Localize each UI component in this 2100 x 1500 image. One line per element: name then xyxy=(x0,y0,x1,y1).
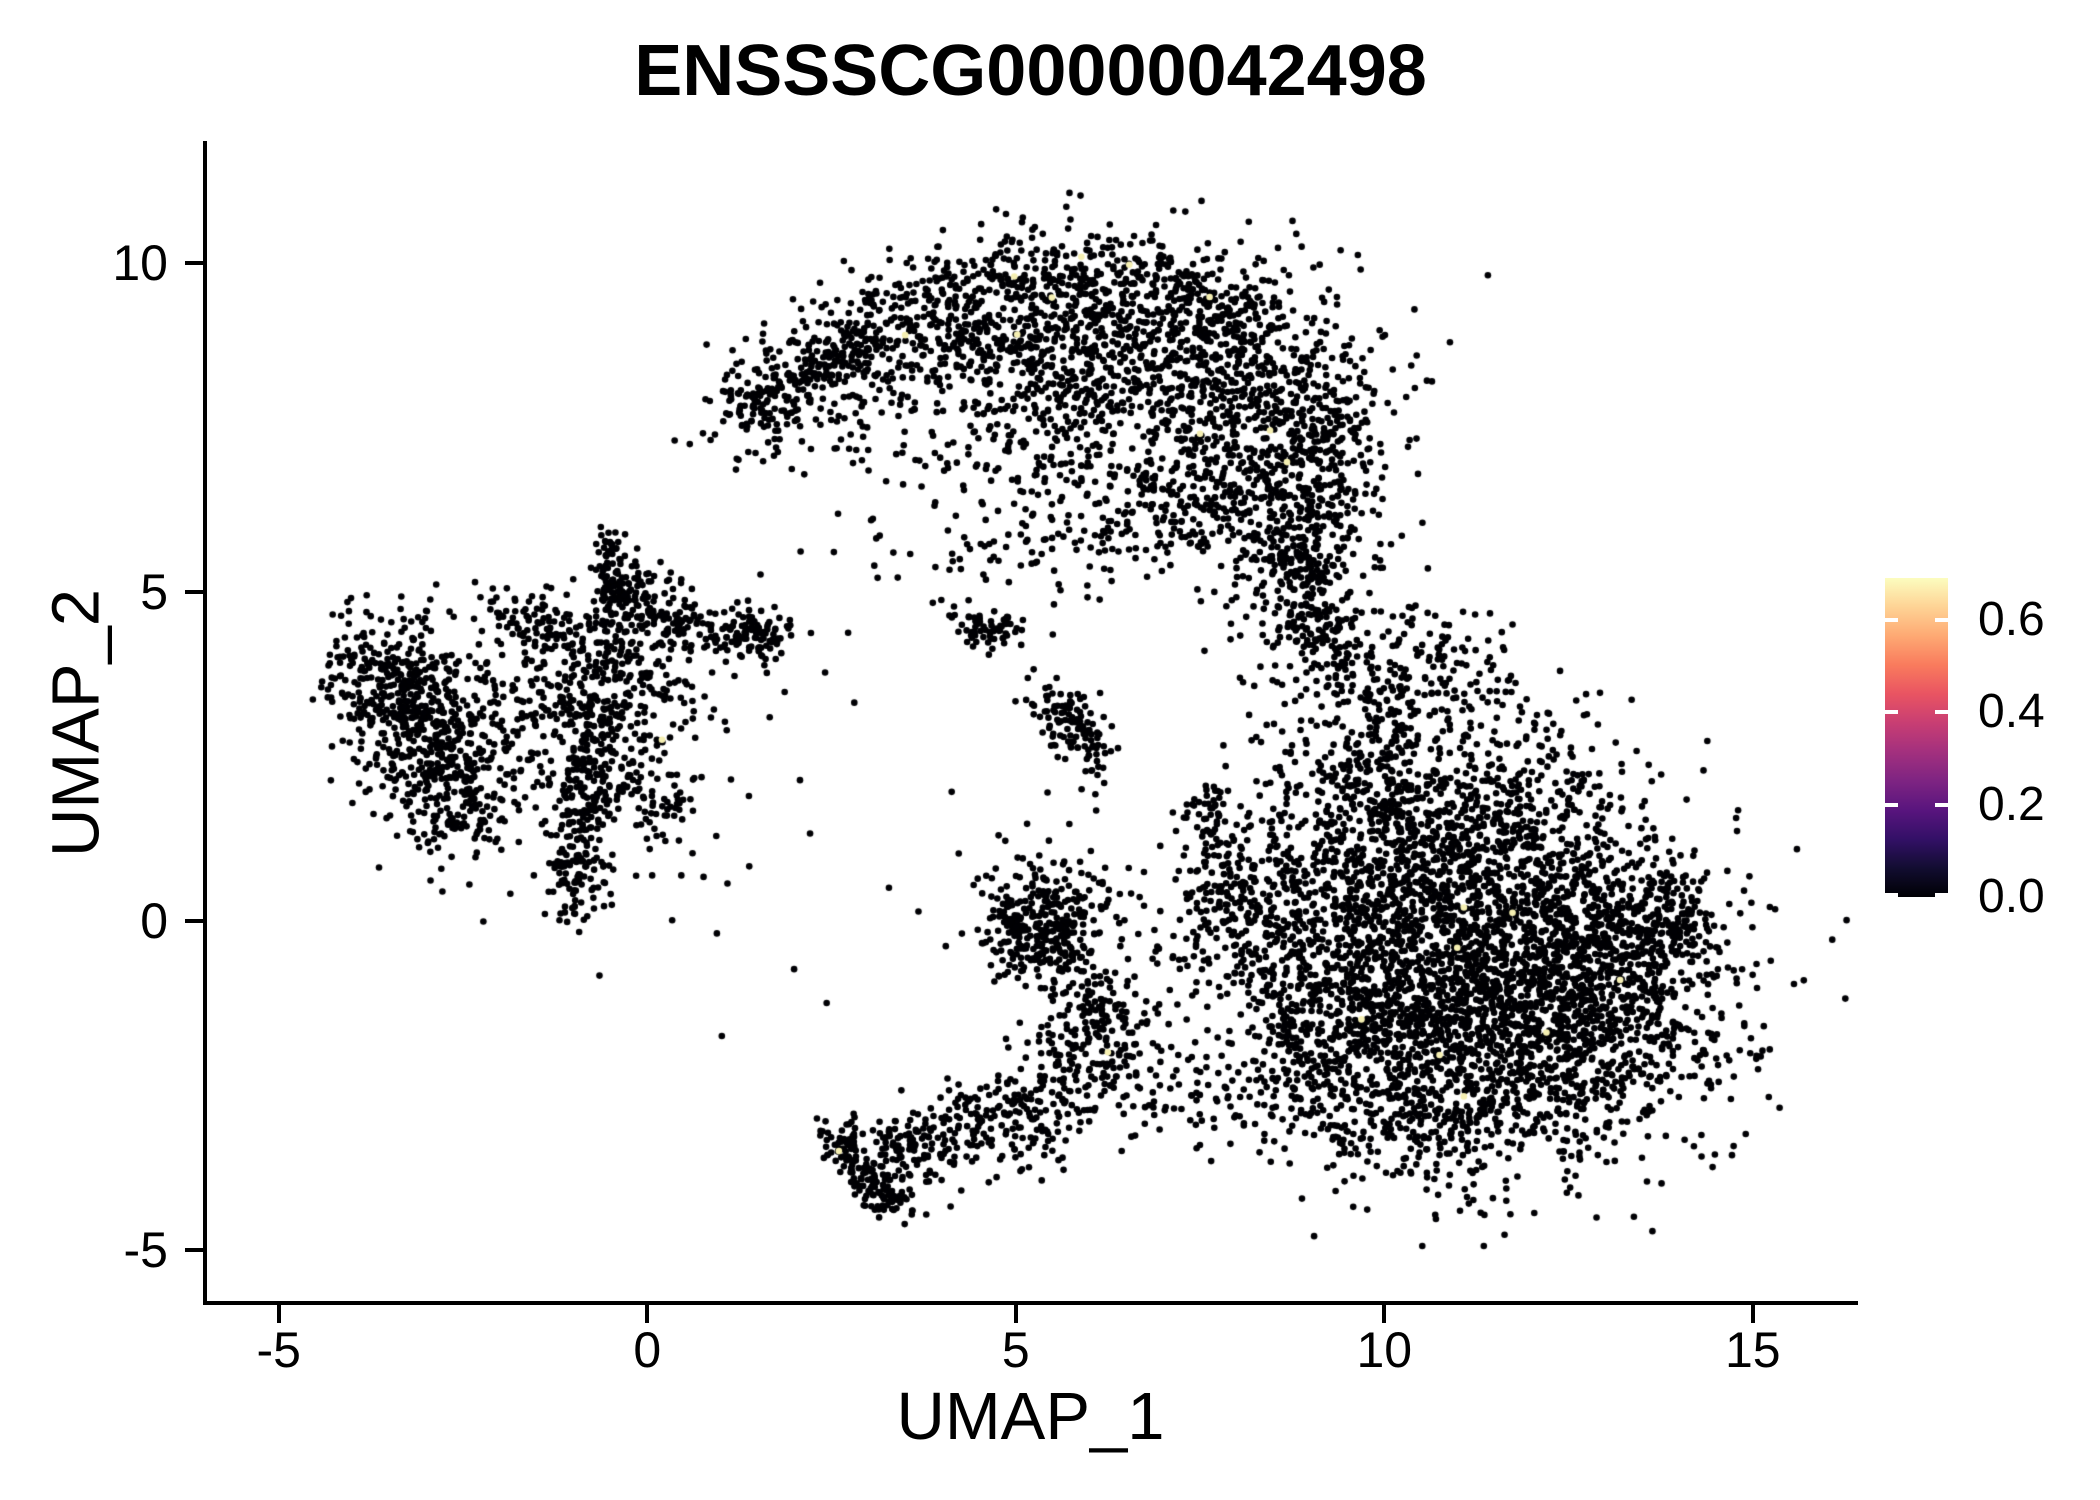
y-tick-label: 5 xyxy=(140,563,168,620)
y-tick-mark xyxy=(185,589,203,594)
legend-tick-mark xyxy=(1935,802,1948,807)
x-tick-label: 5 xyxy=(1001,1322,1030,1378)
x-tick-label: -5 xyxy=(256,1322,301,1378)
x-tick-mark xyxy=(1013,1305,1018,1323)
x-tick-mark xyxy=(1382,1305,1387,1323)
x-axis-line xyxy=(203,1301,1858,1305)
x-axis-title: UMAP_1 xyxy=(896,1379,1165,1454)
y-tick-label: 10 xyxy=(112,234,168,291)
legend-tick-mark xyxy=(1885,802,1898,807)
legend-tick-mark xyxy=(1885,893,1898,897)
x-tick-label: 10 xyxy=(1356,1322,1413,1378)
legend-tick-mark xyxy=(1935,710,1948,715)
y-tick-mark xyxy=(185,918,203,923)
legend-tick-label: 0.0 xyxy=(1978,870,2045,923)
legend-tick-mark xyxy=(1935,893,1948,897)
y-axis-title: UMAP_2 xyxy=(38,588,114,858)
legend-colorbar xyxy=(1885,578,1948,897)
legend-tick-mark xyxy=(1885,710,1898,715)
legend-tick-mark xyxy=(1885,617,1898,622)
y-tick-mark xyxy=(185,1247,203,1252)
x-tick-label: 15 xyxy=(1725,1322,1781,1378)
y-tick-label: 0 xyxy=(140,892,168,949)
y-tick-label: -5 xyxy=(123,1221,168,1278)
x-tick-label: 0 xyxy=(633,1322,662,1378)
legend-tick-label: 0.6 xyxy=(1978,592,2045,646)
y-axis-line xyxy=(203,141,207,1305)
y-tick-mark xyxy=(185,260,203,265)
legend-tick-label: 0.2 xyxy=(1978,777,2045,831)
x-tick-mark xyxy=(1750,1305,1755,1323)
legend-tick-label: 0.4 xyxy=(1978,685,2045,739)
x-tick-mark xyxy=(276,1305,281,1323)
legend-tick-mark xyxy=(1935,617,1948,622)
x-tick-mark xyxy=(645,1305,650,1323)
